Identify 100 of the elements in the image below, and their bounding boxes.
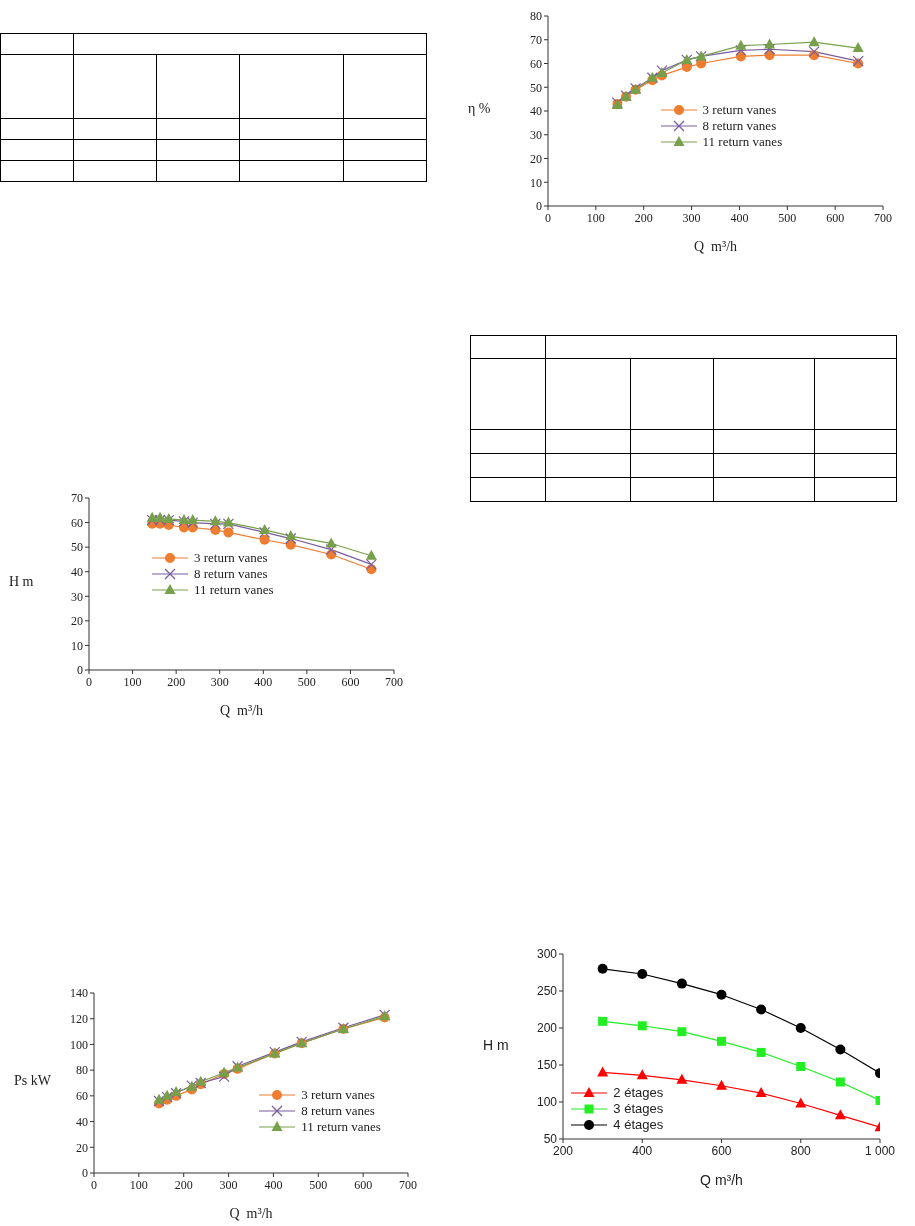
x-tick-label: 600 xyxy=(826,210,845,225)
y-tick-label: 40 xyxy=(71,564,83,579)
x-tick-label: 100 xyxy=(129,1177,148,1192)
y-axis-title: H m xyxy=(483,1036,509,1053)
x-tick-label: 600 xyxy=(711,1143,732,1158)
x-tick-label: 800 xyxy=(790,1143,812,1158)
point xyxy=(597,1066,609,1077)
y-tick-label: 10 xyxy=(71,638,83,653)
point xyxy=(677,1027,687,1037)
legend-label: 4 étages xyxy=(613,1117,664,1134)
x-axis-title: Q m³/h xyxy=(228,1206,274,1222)
point xyxy=(795,1097,807,1108)
point xyxy=(716,1079,727,1090)
y-tick-label: 200 xyxy=(536,1021,558,1036)
legend-label: 3 return vanes xyxy=(194,549,268,566)
y-tick-label: 300 xyxy=(536,947,558,962)
x-tick-label: 200 xyxy=(174,1177,193,1192)
x-tick-label: 500 xyxy=(309,1177,328,1192)
point xyxy=(259,534,270,545)
legend-label: 3 étages xyxy=(613,1101,664,1118)
point xyxy=(637,968,648,979)
x-tick-label: 100 xyxy=(123,674,142,689)
x-tick-label: 700 xyxy=(399,1177,417,1192)
y-tick-label: 100 xyxy=(70,1037,88,1052)
x-tick-label: 400 xyxy=(632,1143,653,1158)
y-tick-label: 40 xyxy=(530,104,542,119)
x-tick-label: 400 xyxy=(254,674,273,689)
point xyxy=(735,39,747,50)
y-tick-label: 100 xyxy=(536,1095,558,1110)
y-tick-label: 80 xyxy=(76,1063,88,1078)
x-tick-label: 400 xyxy=(730,210,749,225)
y-tick-label: 60 xyxy=(71,515,83,530)
y-tick-label: 0 xyxy=(77,663,83,678)
x-tick-label: 700 xyxy=(385,674,403,689)
point xyxy=(259,523,271,534)
point xyxy=(223,527,234,538)
point xyxy=(285,530,297,541)
x-axis-title: Q m³/h xyxy=(218,703,265,719)
y-tick-label: 60 xyxy=(76,1089,88,1104)
x-axis-title: Q m³/h xyxy=(699,1172,744,1188)
y-tick-label: 50 xyxy=(71,540,83,555)
x-tick-label: 1 000 xyxy=(864,1143,896,1158)
y-tick-label: 50 xyxy=(530,80,542,95)
x-tick-label: 300 xyxy=(210,674,229,689)
y-tick-label: 30 xyxy=(530,128,542,143)
x-tick-label: 500 xyxy=(778,210,797,225)
y-tick-label: 0 xyxy=(536,199,542,214)
point xyxy=(756,1047,766,1057)
y-tick-label: 30 xyxy=(71,589,83,604)
y-tick-label: 70 xyxy=(71,491,83,506)
point xyxy=(676,978,687,989)
y-tick-label: 140 xyxy=(70,986,88,1001)
x-tick-label: 200 xyxy=(634,210,653,225)
point xyxy=(835,1044,846,1055)
x-tick-label: 500 xyxy=(297,674,316,689)
point xyxy=(597,963,608,974)
point xyxy=(808,36,820,47)
x-tick-label: 100 xyxy=(586,210,605,225)
point xyxy=(755,1087,767,1098)
point xyxy=(756,1004,767,1015)
point xyxy=(154,511,166,522)
point xyxy=(834,1109,846,1120)
x-axis-title: Q m³/h xyxy=(692,239,739,255)
x-tick-label: 600 xyxy=(354,1177,373,1192)
x-tick-label: 300 xyxy=(219,1177,238,1192)
y-tick-label: 60 xyxy=(530,56,542,71)
point xyxy=(209,515,221,526)
legend-label: 3 return vanes xyxy=(702,101,777,118)
point xyxy=(637,1021,647,1031)
legend-label: 8 return vanes xyxy=(301,1102,375,1119)
legend-label: 11 return vanes xyxy=(702,133,783,150)
point xyxy=(717,1036,726,1046)
point xyxy=(636,1069,648,1080)
y-tick-label: 40 xyxy=(76,1114,88,1129)
legend-label: 8 return vanes xyxy=(702,117,777,134)
legend-label: 3 return vanes xyxy=(301,1086,375,1103)
point xyxy=(796,1061,806,1071)
point xyxy=(365,549,377,560)
point xyxy=(852,42,864,53)
point xyxy=(187,514,199,525)
y-tick-label: 250 xyxy=(536,984,558,999)
y-tick-label: 20 xyxy=(76,1140,88,1155)
point xyxy=(598,1016,608,1026)
y-tick-label: 80 xyxy=(530,9,542,24)
legend-label: 11 return vanes xyxy=(194,581,274,598)
y-axis-title: η % xyxy=(468,101,491,117)
y-tick-label: 0 xyxy=(82,1166,88,1181)
y-tick-label: 120 xyxy=(70,1011,88,1026)
y-tick-label: 150 xyxy=(536,1058,558,1073)
legend-label: 8 return vanes xyxy=(194,565,268,582)
y-axis-title: Ps kW xyxy=(14,1073,51,1089)
legend-label: 11 return vanes xyxy=(301,1118,381,1135)
point xyxy=(325,537,337,548)
x-tick-label: 300 xyxy=(682,210,701,225)
y-tick-label: 20 xyxy=(71,614,83,629)
y-tick-label: 20 xyxy=(530,151,542,166)
x-tick-label: 600 xyxy=(341,674,360,689)
point xyxy=(795,1023,806,1033)
x-tick-label: 700 xyxy=(874,210,892,225)
point xyxy=(716,989,727,1000)
